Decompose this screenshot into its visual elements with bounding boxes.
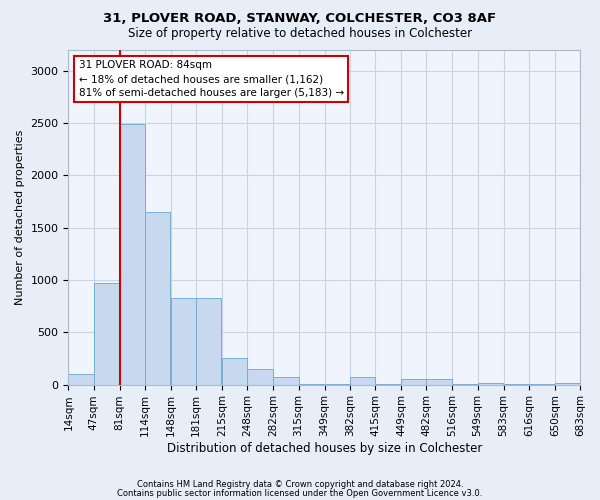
Text: Size of property relative to detached houses in Colchester: Size of property relative to detached ho… [128, 28, 472, 40]
Text: 31, PLOVER ROAD, STANWAY, COLCHESTER, CO3 8AF: 31, PLOVER ROAD, STANWAY, COLCHESTER, CO… [103, 12, 497, 26]
X-axis label: Distribution of detached houses by size in Colchester: Distribution of detached houses by size … [167, 442, 482, 455]
Text: Contains public sector information licensed under the Open Government Licence v3: Contains public sector information licen… [118, 489, 482, 498]
Text: Contains HM Land Registry data © Crown copyright and database right 2024.: Contains HM Land Registry data © Crown c… [137, 480, 463, 489]
Bar [94, 283, 119, 384]
Bar [247, 370, 272, 384]
Bar [478, 382, 503, 384]
Bar [119, 124, 145, 384]
Text: 31 PLOVER ROAD: 84sqm
← 18% of detached houses are smaller (1,162)
81% of semi-d: 31 PLOVER ROAD: 84sqm ← 18% of detached … [79, 60, 344, 98]
Bar [555, 382, 580, 384]
Bar [171, 298, 196, 384]
Bar [350, 378, 375, 384]
Bar [426, 379, 452, 384]
Bar [274, 377, 299, 384]
Bar [222, 358, 247, 384]
Y-axis label: Number of detached properties: Number of detached properties [15, 130, 25, 305]
Bar [145, 212, 170, 384]
Bar [401, 379, 426, 384]
Bar [196, 298, 221, 384]
Bar [68, 374, 94, 384]
